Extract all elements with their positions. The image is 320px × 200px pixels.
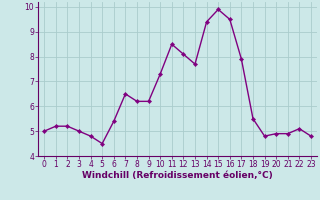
X-axis label: Windchill (Refroidissement éolien,°C): Windchill (Refroidissement éolien,°C) (82, 171, 273, 180)
